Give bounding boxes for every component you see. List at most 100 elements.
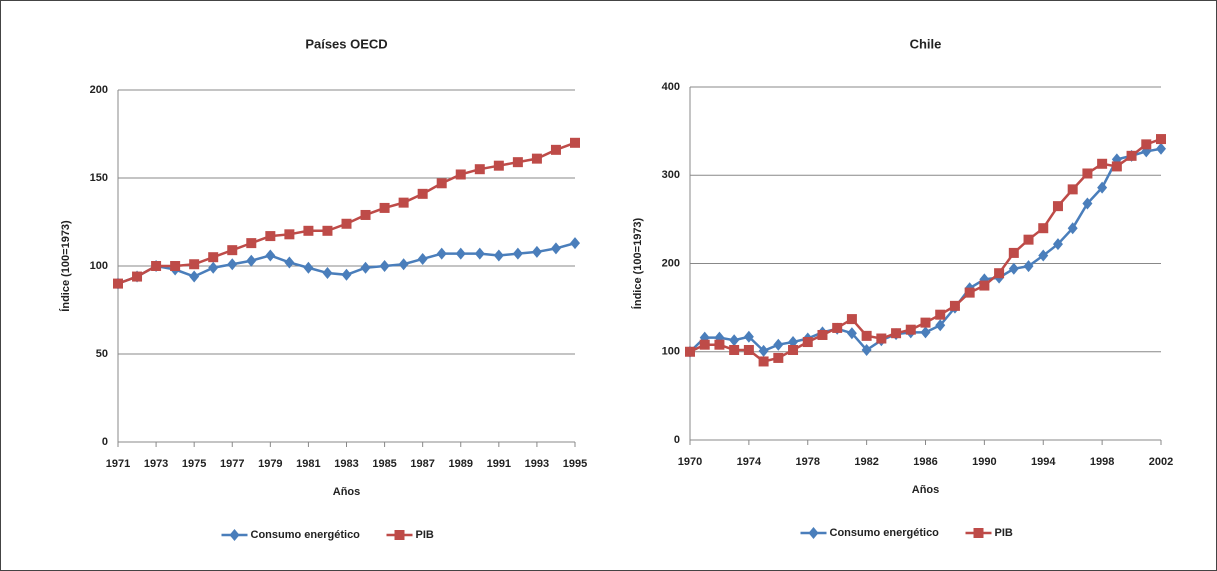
marker [699,339,710,350]
marker [1082,168,1093,179]
x-tick-label: 1977 [220,458,244,470]
chart-title: Países OECD [305,36,387,51]
x-tick-label: 1994 [1031,456,1056,468]
marker [920,326,931,339]
chart-title: Chile [910,36,942,51]
marker [208,252,219,263]
legend-label: Consumo energético [830,527,940,539]
x-tick-label: 1991 [487,458,511,470]
x-tick-label: 1970 [678,456,702,468]
marker [398,258,409,271]
marker [265,231,276,242]
marker [455,247,466,260]
x-tick-label: 1978 [796,456,820,468]
marker [360,261,371,274]
marker [284,229,295,240]
marker [935,309,946,320]
marker [861,330,872,341]
marker [227,245,238,256]
y-tick-label: 200 [90,84,108,96]
marker [1052,238,1063,251]
marker [1141,139,1152,150]
marker [788,344,799,355]
marker [113,278,123,289]
marker [1038,223,1049,234]
legend-label: PIB [416,529,434,541]
legend-marker [229,529,240,541]
x-tick-label: 1998 [1090,456,1114,468]
marker [729,344,740,355]
marker [1126,150,1137,161]
marker [303,261,314,274]
y-tick-label: 0 [674,434,680,446]
legend-marker [808,527,819,539]
marker [758,356,769,367]
x-tick-label: 1989 [449,458,473,470]
marker [417,188,428,199]
marker [322,225,333,236]
marker [758,344,769,357]
marker [994,268,1005,279]
marker [817,329,828,340]
x-tick-label: 1975 [182,458,206,470]
y-tick-label: 300 [662,169,680,181]
marker [743,330,754,343]
marker [322,267,333,280]
marker [265,249,276,262]
marker [246,238,257,249]
x-tick-label: 1973 [144,458,168,470]
marker [436,247,447,260]
x-tick-label: 1979 [258,458,282,470]
marker [379,260,390,272]
marker [1097,181,1108,194]
marker [189,270,200,283]
y-tick-label: 100 [662,346,680,358]
legend-label: PIB [995,527,1013,539]
y-axis-label: Índice (100=1973) [631,217,644,309]
y-axis-label: Índice (100=1973) [59,220,72,312]
x-tick-label: 1985 [372,458,396,470]
x-axis-label: Años [333,486,361,498]
marker [341,268,352,281]
marker [208,261,219,274]
marker [1156,142,1166,155]
marker [512,247,523,260]
marker [550,144,561,155]
marker [891,328,902,339]
legend-marker [394,530,405,540]
marker [531,245,542,258]
marker [1008,247,1019,258]
marker [1111,161,1122,172]
marker [227,258,238,271]
legend-marker [973,528,984,538]
marker [1067,222,1078,235]
marker [979,280,990,291]
marker [132,271,143,282]
marker [379,202,390,213]
y-tick-label: 50 [96,348,108,360]
x-tick-label: 2002 [1149,456,1173,468]
marker [474,247,485,260]
marker [341,218,352,229]
marker [170,261,181,271]
marker [773,352,784,363]
marker [189,259,200,270]
marker [729,334,740,347]
marker [360,209,371,220]
marker [151,261,162,271]
marker [474,164,485,175]
marker [846,314,857,325]
y-tick-label: 200 [662,257,680,269]
x-tick-label: 1990 [972,456,996,468]
y-tick-label: 150 [90,172,108,184]
marker [1038,249,1049,262]
marker [832,322,843,333]
marker [714,339,725,350]
marker [964,287,975,298]
marker [1067,184,1078,195]
marker [531,153,542,164]
x-tick-label: 1983 [334,458,358,470]
marker [920,317,931,328]
x-tick-label: 1993 [525,458,549,470]
marker [876,333,887,344]
